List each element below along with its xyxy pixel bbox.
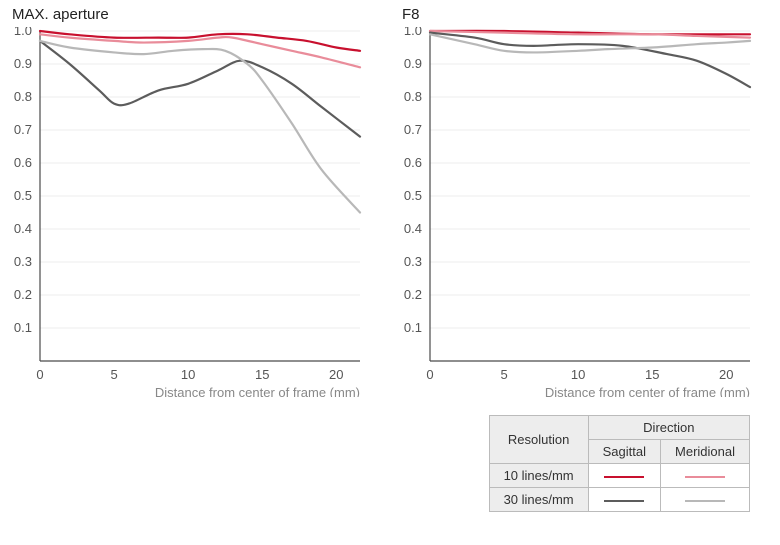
svg-text:0.2: 0.2 bbox=[14, 287, 32, 302]
chart-f8: F8 0.1 0.2 0.3 0.4 0.5 0.6 0.7 0.8 0.9 1.0 0 5 10 15 2… bbox=[390, 0, 780, 397]
svg-text:20: 20 bbox=[329, 367, 343, 382]
svg-text:0: 0 bbox=[36, 367, 43, 382]
svg-text:0.3: 0.3 bbox=[404, 254, 422, 269]
legend-line-30-meridional bbox=[661, 488, 750, 512]
svg-text:10: 10 bbox=[571, 367, 585, 382]
svg-text:5: 5 bbox=[110, 367, 117, 382]
legend-table: Resolution Direction Sagittal Meridional… bbox=[489, 415, 750, 512]
chart-max-aperture: MAX. aperture 0.10.20.30.40.50.60.70.80.… bbox=[0, 0, 390, 397]
svg-text:10: 10 bbox=[181, 367, 195, 382]
svg-text:0.7: 0.7 bbox=[14, 122, 32, 137]
svg-text:0.4: 0.4 bbox=[404, 221, 422, 236]
svg-text:0.9: 0.9 bbox=[14, 56, 32, 71]
svg-text:1.0: 1.0 bbox=[14, 27, 32, 38]
svg-text:0.8: 0.8 bbox=[14, 89, 32, 104]
svg-text:0.3: 0.3 bbox=[14, 254, 32, 269]
legend-wrap: Resolution Direction Sagittal Meridional… bbox=[0, 397, 780, 512]
legend-header-direction: Direction bbox=[588, 416, 749, 440]
svg-text:0.1: 0.1 bbox=[404, 320, 422, 335]
svg-text:0.9: 0.9 bbox=[404, 56, 422, 71]
svg-text:0.6: 0.6 bbox=[404, 155, 422, 170]
legend-row-label-10: 10 lines/mm bbox=[489, 464, 588, 488]
svg-text:0.6: 0.6 bbox=[14, 155, 32, 170]
legend-row-label-30: 30 lines/mm bbox=[489, 488, 588, 512]
svg-text:0: 0 bbox=[426, 367, 433, 382]
charts-row: MAX. aperture 0.10.20.30.40.50.60.70.80.… bbox=[0, 0, 780, 397]
svg-text:0.4: 0.4 bbox=[14, 221, 32, 236]
svg-text:0.8: 0.8 bbox=[404, 89, 422, 104]
chart-title-f8: F8 bbox=[390, 0, 780, 27]
legend-line-30-sagittal bbox=[588, 488, 660, 512]
legend-header-resolution: Resolution bbox=[489, 416, 588, 464]
svg-text:0.1: 0.1 bbox=[14, 320, 32, 335]
svg-text:0.7: 0.7 bbox=[404, 122, 422, 137]
svg-text:15: 15 bbox=[255, 367, 269, 382]
svg-text:0.2: 0.2 bbox=[404, 287, 422, 302]
chart-svg-max-aperture: 0.1 0.2 0.3 0.4 0.5 0.6 0.7 0.8 0.9 1.0 0 5 10 15 20 Di… bbox=[0, 27, 390, 397]
legend-header-sagittal: Sagittal bbox=[588, 440, 660, 464]
svg-text:0.5: 0.5 bbox=[14, 188, 32, 203]
legend-header-meridional: Meridional bbox=[661, 440, 750, 464]
svg-text:0.5: 0.5 bbox=[404, 188, 422, 203]
svg-text:15: 15 bbox=[645, 367, 659, 382]
legend-line-10-meridional bbox=[661, 464, 750, 488]
legend-line-10-sagittal bbox=[588, 464, 660, 488]
svg-text:5: 5 bbox=[500, 367, 507, 382]
svg-text:Distance from center of frame: Distance from center of frame (mm) bbox=[155, 385, 360, 397]
svg-text:20: 20 bbox=[719, 367, 733, 382]
chart-svg-f8: 0.1 0.2 0.3 0.4 0.5 0.6 0.7 0.8 0.9 1.0 0 5 10 15 20 Di… bbox=[390, 27, 780, 397]
svg-text:1.0: 1.0 bbox=[404, 27, 422, 38]
svg-text:Distance from center of frame: Distance from center of frame (mm) bbox=[545, 385, 750, 397]
chart-title-max-aperture: MAX. aperture bbox=[0, 0, 390, 27]
